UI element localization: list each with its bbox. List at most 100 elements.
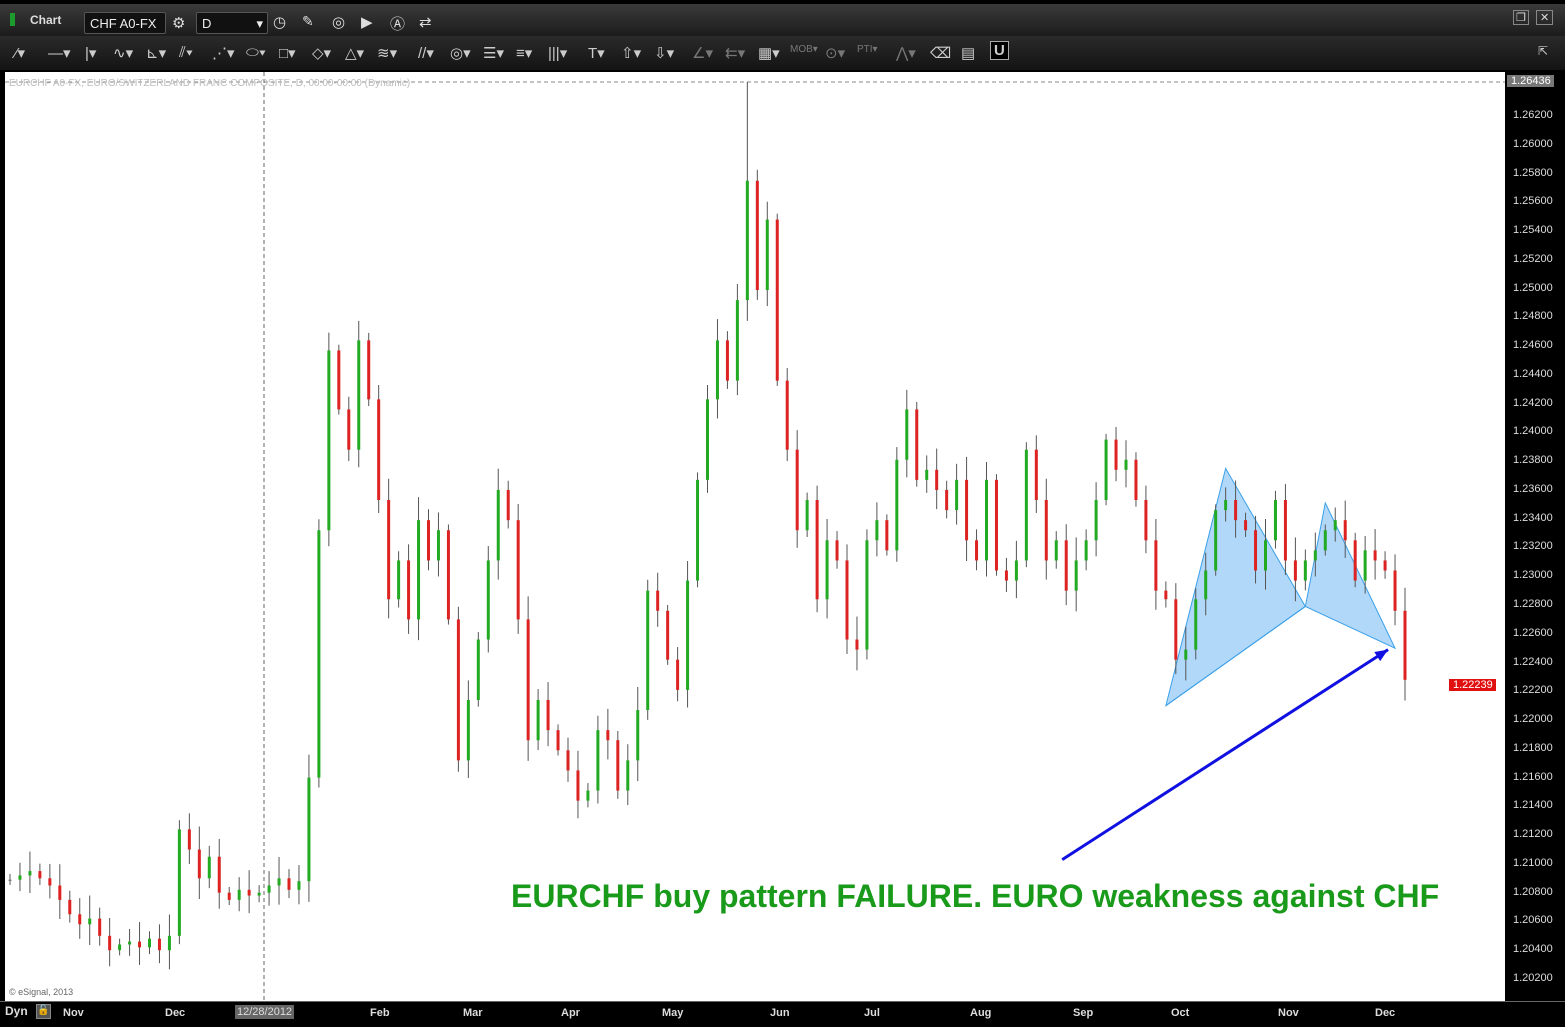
candle-body <box>197 849 201 879</box>
ellipse-icon[interactable]: ⬭▾ <box>246 44 267 61</box>
settings-icon[interactable]: ⚙ <box>172 15 186 32</box>
horizontal-line-icon[interactable]: —▾ <box>48 45 71 62</box>
fib-retracement-icon[interactable]: ☰▾ <box>483 45 504 62</box>
mob-icon[interactable]: MOB▾ <box>790 44 818 55</box>
chart-plot-area[interactable]: EURCHF A0-FX, EURO/SWITZERLAND FRANC COM… <box>5 72 1505 1001</box>
text-tool-icon[interactable]: T▾ <box>588 45 605 62</box>
pencil-icon[interactable]: ✎ <box>302 13 314 29</box>
candle-body <box>1004 570 1008 581</box>
candle-body <box>616 740 620 791</box>
restore-button[interactable]: ❐ <box>1513 10 1529 25</box>
candle-body <box>845 560 849 640</box>
gann-fan-icon[interactable]: ⋰▾ <box>212 45 235 62</box>
refresh-icon[interactable]: ◎ <box>332 14 346 31</box>
eraser-icon[interactable]: ⌫ <box>930 45 952 62</box>
arrow-left-icon[interactable]: ⇇▾ <box>725 45 746 62</box>
comment-icon[interactable]: ▤ <box>961 45 976 62</box>
x-label-dec: Dec <box>165 1007 186 1019</box>
candle-body <box>656 590 660 611</box>
lock-icon[interactable]: 🔓 <box>36 1004 51 1019</box>
price-axis[interactable]: 1.26200 1.26000 1.25800 1.25600 1.25400 1.252… <box>1449 72 1565 1001</box>
arrow-down-icon[interactable]: ⇩▾ <box>654 45 675 62</box>
annotation-arrow <box>1061 648 1389 861</box>
line-tool-icon[interactable]: ⁄▾ <box>15 45 26 62</box>
candle-body <box>1353 540 1357 581</box>
x-label-dec-2013: Dec <box>1375 1007 1396 1019</box>
angle-icon[interactable]: ∠▾ <box>692 45 713 62</box>
candle-body <box>387 500 391 600</box>
symbol-input[interactable]: CHF A0-FX ▾ <box>84 12 166 46</box>
interval-value: D <box>202 16 212 31</box>
fan-icon[interactable]: ⊾▾ <box>146 45 167 62</box>
play-icon[interactable]: ▶ <box>361 14 373 31</box>
close-button[interactable]: ✕ <box>1536 10 1554 25</box>
y-tick-label: 1.22800 <box>1513 598 1553 611</box>
candle-body <box>895 459 899 551</box>
x-label-cursor-date: 12/28/2012 <box>235 1005 295 1019</box>
cursor-icon[interactable]: ⇱ <box>1538 44 1549 58</box>
candle-body <box>347 409 351 450</box>
y-tick-label: 1.24600 <box>1513 339 1553 352</box>
x-label-jul: Jul <box>864 1007 880 1019</box>
triangle-icon[interactable]: △▾ <box>345 45 365 62</box>
candle-body <box>825 540 829 600</box>
grid-icon[interactable]: ▦▾ <box>758 45 780 62</box>
candle-body <box>955 479 959 511</box>
candle-body <box>1084 540 1088 561</box>
arrow-up-icon[interactable]: ⇧▾ <box>621 45 642 62</box>
y-tick-label: 1.22400 <box>1513 655 1553 668</box>
y-tick-label: 1.23400 <box>1513 511 1553 524</box>
candle-body <box>815 500 819 600</box>
candle-body <box>227 892 231 900</box>
drawing-toolbar: ⁄▾ —▾ |▾ ∿▾ ⊾▾ ⫽▾ ⋰▾ ⬭▾ □▾ ◇▾ △▾ ≋▾ //▾ … <box>0 36 1565 70</box>
wave-icon[interactable]: ⋀▾ <box>896 45 916 62</box>
candle-body <box>1323 530 1327 551</box>
candle-body <box>476 639 480 700</box>
diamond-icon[interactable]: ◇▾ <box>312 45 332 62</box>
alert-icon[interactable]: Ⓐ <box>390 16 406 33</box>
candle-body <box>1383 560 1387 571</box>
cycle-lines-icon[interactable]: |||▾ <box>548 45 568 62</box>
candle-body <box>506 489 510 521</box>
candle-body <box>496 489 500 561</box>
channel-icon[interactable]: ≋▾ <box>377 45 398 62</box>
candle-body <box>68 899 72 915</box>
candle-body <box>1214 510 1218 571</box>
clock-icon[interactable]: ◷ <box>273 14 287 31</box>
x-label-jun: Jun <box>770 1007 790 1019</box>
fib-extension-icon[interactable]: ≡▾ <box>516 45 533 62</box>
circles-icon[interactable]: ◎▾ <box>450 45 471 62</box>
pitchfork-icon[interactable]: ⫽▾ <box>179 44 194 61</box>
interval-select[interactable]: D ▾ <box>196 12 268 34</box>
candle-body <box>138 941 142 948</box>
time-axis[interactable]: Dyn 🔓 Nov Dec 12/28/2012 Feb Mar Apr May… <box>0 1001 1565 1027</box>
candle-body <box>357 340 361 450</box>
candle-body <box>965 479 969 541</box>
time-icon[interactable]: ⊙▾ <box>825 45 846 62</box>
candle-body <box>217 856 221 893</box>
candle-body <box>397 560 401 600</box>
candle-body <box>1234 500 1238 521</box>
candle-body <box>1244 520 1248 531</box>
x-label-aug: Aug <box>970 1007 992 1019</box>
x-label-feb: Feb <box>370 1007 390 1019</box>
candle-body <box>765 219 769 291</box>
rectangle-icon[interactable]: □▾ <box>279 45 296 62</box>
candle-body <box>1034 449 1038 501</box>
candle-body <box>536 699 540 741</box>
candle-body <box>1254 530 1258 571</box>
candle-body <box>676 659 680 690</box>
magnet-icon[interactable]: U <box>990 41 1009 60</box>
candle-body <box>715 340 719 400</box>
candle-body <box>636 710 640 761</box>
zigzag-icon[interactable]: ∿▾ <box>113 45 134 62</box>
y-tick-label: 1.25200 <box>1513 252 1553 265</box>
candle-body <box>566 750 570 771</box>
link-icon[interactable]: ⇄ <box>419 14 432 31</box>
pti-icon[interactable]: PTI▾ <box>857 44 878 55</box>
vertical-line-icon[interactable]: |▾ <box>85 45 97 62</box>
y-tick-label: 1.23600 <box>1513 482 1553 495</box>
parallel-lines-icon[interactable]: //▾ <box>418 45 434 62</box>
candle-body <box>327 350 331 531</box>
candle-body <box>267 885 271 893</box>
